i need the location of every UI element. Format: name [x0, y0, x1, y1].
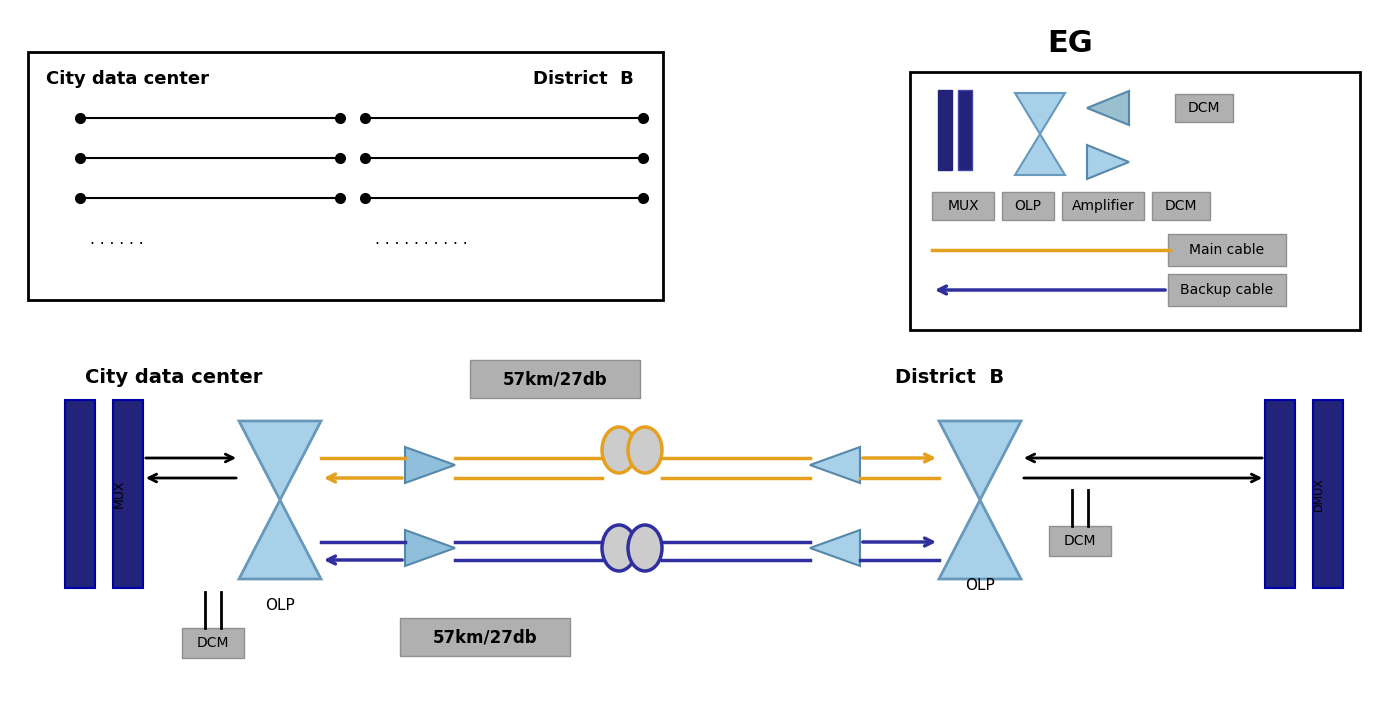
Bar — [1168, 274, 1286, 306]
Text: DMUX: DMUX — [1313, 477, 1325, 511]
Text: Backup cable: Backup cable — [1180, 283, 1273, 297]
Bar — [112, 400, 143, 588]
Ellipse shape — [628, 427, 662, 473]
Bar — [932, 192, 994, 220]
Polygon shape — [1015, 134, 1065, 175]
Text: DCM: DCM — [197, 636, 229, 650]
Ellipse shape — [602, 427, 637, 473]
Polygon shape — [810, 447, 860, 483]
Text: . . . . . .: . . . . . . — [90, 232, 144, 248]
Bar — [1001, 192, 1054, 220]
Text: DCM: DCM — [1165, 199, 1197, 213]
Bar — [910, 72, 1361, 330]
Ellipse shape — [602, 525, 637, 571]
Text: MUX: MUX — [947, 199, 979, 213]
Text: 57km/27db: 57km/27db — [433, 628, 537, 646]
Text: District  B: District B — [533, 70, 634, 88]
Ellipse shape — [628, 525, 662, 571]
Bar — [28, 52, 663, 300]
Text: DCM: DCM — [1064, 534, 1096, 548]
Bar — [470, 360, 639, 398]
Bar — [1175, 94, 1233, 122]
Bar — [1049, 526, 1111, 556]
Text: MUX: MUX — [112, 480, 125, 508]
Text: Main cable: Main cable — [1190, 243, 1265, 257]
Bar — [1153, 192, 1209, 220]
Bar — [958, 90, 972, 170]
Bar — [182, 628, 244, 658]
Polygon shape — [405, 530, 455, 566]
Polygon shape — [810, 530, 860, 566]
Polygon shape — [1015, 93, 1065, 134]
Polygon shape — [239, 500, 320, 579]
Text: OLP: OLP — [965, 578, 994, 593]
Text: Amplifier: Amplifier — [1072, 199, 1135, 213]
Polygon shape — [405, 447, 455, 483]
Text: . . . . . . . . . .: . . . . . . . . . . — [374, 232, 467, 248]
Bar — [938, 90, 951, 170]
Polygon shape — [939, 421, 1021, 500]
Bar — [399, 618, 570, 656]
Text: EG: EG — [1047, 29, 1093, 58]
Text: City data center: City data center — [85, 368, 262, 387]
Bar — [1168, 234, 1286, 266]
Text: District  B: District B — [895, 368, 1004, 387]
Text: OLP: OLP — [1014, 199, 1042, 213]
Bar — [1265, 400, 1295, 588]
Text: DCM: DCM — [1187, 101, 1221, 115]
Bar — [1062, 192, 1144, 220]
Polygon shape — [239, 421, 320, 500]
Polygon shape — [939, 500, 1021, 579]
Text: City data center: City data center — [46, 70, 209, 88]
Polygon shape — [1087, 145, 1129, 179]
Bar — [65, 400, 94, 588]
Text: 57km/27db: 57km/27db — [502, 370, 608, 388]
Bar — [1313, 400, 1343, 588]
Polygon shape — [1087, 91, 1129, 125]
Text: OLP: OLP — [265, 598, 295, 613]
